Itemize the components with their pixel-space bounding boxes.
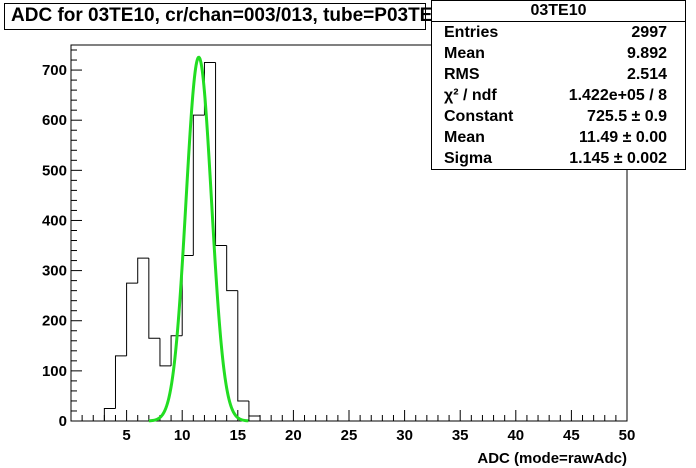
stats-key: χ² / ndf [444, 87, 497, 104]
histogram-bin [148, 258, 160, 339]
stats-value: 9.892 [626, 45, 667, 62]
histogram-bin [126, 282, 138, 356]
stats-key: Constant [444, 108, 514, 125]
histogram-bin [137, 257, 149, 284]
stats-value: 11.49 ± 0.00 [579, 129, 667, 146]
stats-key: Mean [444, 129, 485, 146]
y-tick-label: 500 [42, 162, 67, 179]
x-tick-label: 40 [507, 427, 524, 444]
histogram-bin [215, 62, 227, 247]
histogram-bin [226, 245, 238, 292]
y-tick-label: 300 [42, 263, 67, 280]
y-tick-label: 600 [42, 112, 67, 129]
histogram-bin [114, 355, 127, 409]
x-tick-label: 50 [619, 427, 636, 444]
x-tick-label: 35 [452, 427, 469, 444]
stats-row-fit-mean: Mean 11.49 ± 0.00 [432, 127, 685, 148]
stats-row-chi2: χ² / ndf 1.422e+05 / 8 [432, 85, 685, 106]
stats-value: 1.145 ± 0.002 [569, 150, 667, 167]
x-tick-label: 25 [341, 427, 358, 444]
histogram-bin [192, 114, 205, 256]
histogram-bin [237, 290, 249, 402]
stats-key: Mean [444, 45, 485, 62]
stats-row-constant: Constant 725.5 ± 0.9 [432, 106, 685, 127]
stats-title: 03TE10 [432, 1, 685, 22]
stats-row-entries: Entries 2997 [432, 22, 685, 43]
x-tick-label: 20 [285, 427, 302, 444]
stats-key: Sigma [444, 150, 493, 167]
x-tick-label: 45 [563, 427, 580, 444]
plot-title: ADC for 03TE10, cr/chan=003/013, tube=P0… [11, 5, 454, 26]
x-tick-label: 5 [122, 427, 130, 444]
histogram-bin [159, 338, 172, 367]
histogram-bin [181, 255, 194, 336]
y-tick-label: 400 [42, 212, 67, 229]
y-tick-label: 200 [42, 313, 67, 330]
x-tick-label: 10 [174, 427, 191, 444]
gaussian-fit-curve [148, 55, 249, 423]
stats-value: 725.5 ± 0.9 [587, 108, 667, 125]
stats-row-sigma: Sigma 1.145 ± 0.002 [432, 148, 685, 169]
y-tick-label: 100 [42, 363, 67, 380]
stats-value: 2.514 [626, 66, 667, 83]
x-axis-label: ADC (mode=rawAdc) [477, 450, 627, 467]
histogram-bin [248, 400, 261, 417]
x-tick-label: 30 [396, 427, 413, 444]
histogram-bin [103, 407, 116, 421]
stats-key: Entries [444, 24, 499, 41]
stats-value: 2997 [631, 24, 667, 41]
plot-title-box: ADC for 03TE10, cr/chan=003/013, tube=P0… [4, 3, 454, 30]
y-tick-label: 700 [42, 62, 67, 79]
stats-row-mean: Mean 9.892 [432, 43, 685, 64]
y-tick-label: 0 [59, 413, 67, 430]
stats-key: RMS [444, 66, 480, 83]
stats-box: 03TE10 Entries 2997 Mean 9.892 RMS 2.514… [431, 0, 686, 170]
stats-value: 1.422e+05 / 8 [568, 87, 667, 104]
x-tick-label: 15 [229, 427, 246, 444]
stats-row-rms: RMS 2.514 [432, 64, 685, 85]
